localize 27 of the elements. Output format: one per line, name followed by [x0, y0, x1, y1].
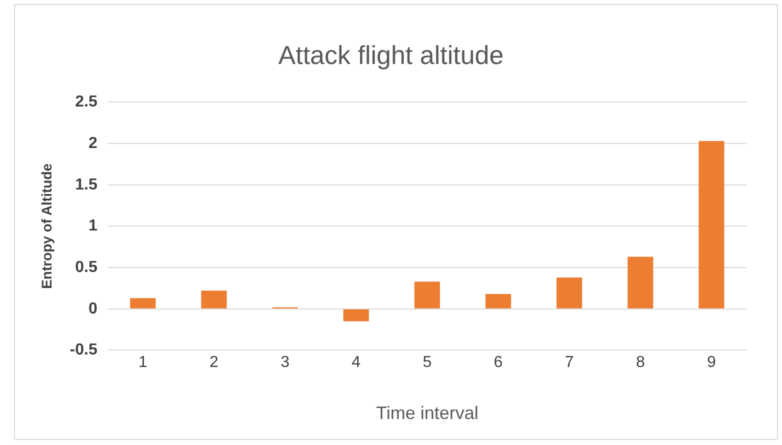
bar	[485, 294, 512, 308]
bar	[698, 141, 724, 308]
x-tick-label: 4	[352, 354, 361, 372]
x-tick-label: 5	[422, 354, 432, 372]
chart-title: Attack flight altitude	[278, 40, 504, 70]
bar	[130, 298, 156, 308]
y-tick-label: 2	[88, 134, 98, 152]
y-axis-title: Entropy of Altitude	[38, 163, 54, 289]
y-tick-label: 2.5	[75, 94, 98, 111]
bar	[556, 277, 582, 308]
x-tick-label: 7	[564, 354, 574, 372]
y-tick-label: 1	[88, 218, 98, 235]
y-tick-label: 0.5	[75, 258, 98, 276]
y-tick-label: 0	[88, 300, 98, 318]
x-tick-label: 9	[707, 354, 716, 372]
bar	[414, 282, 440, 308]
x-tick-label: 8	[636, 354, 645, 372]
bar	[628, 256, 654, 308]
bar	[343, 309, 369, 322]
bar	[201, 290, 227, 308]
x-axis-title: Time interval	[376, 403, 478, 424]
x-tick-label: 2	[210, 354, 219, 372]
x-tick-label: 3	[280, 354, 290, 372]
x-tick-label: 6	[494, 354, 503, 372]
y-tick-label: 1.5	[75, 176, 98, 194]
x-tick-label: 1	[138, 354, 148, 372]
y-tick-label: -0.5	[70, 342, 98, 359]
